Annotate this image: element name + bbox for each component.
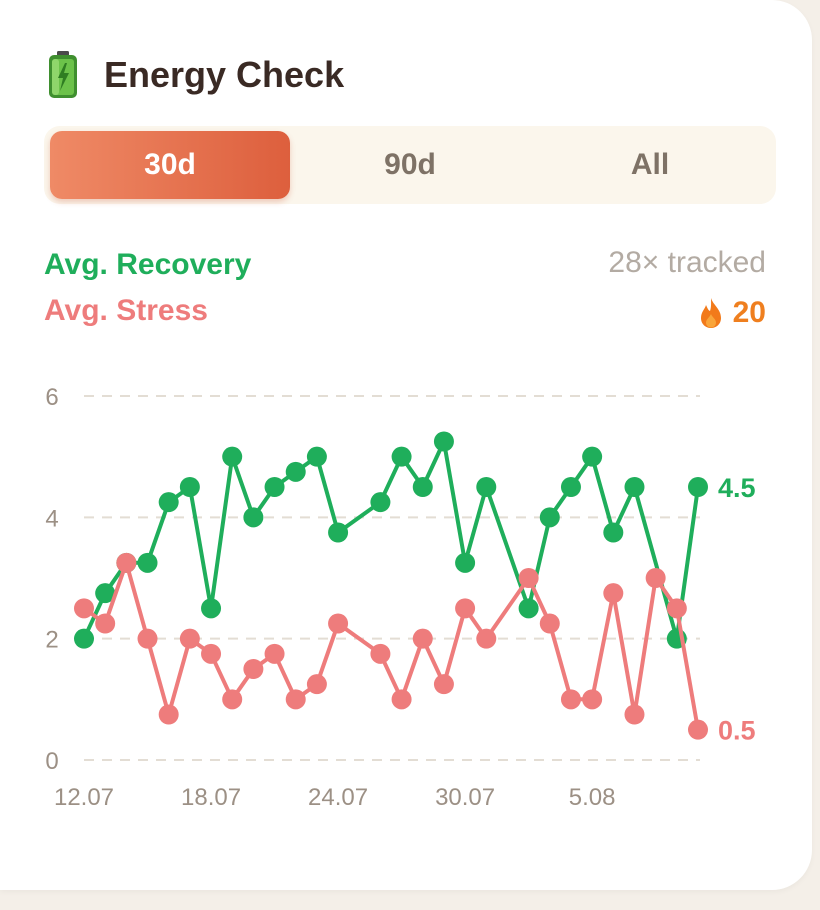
recovery-point (222, 446, 243, 467)
recovery-point (137, 552, 158, 573)
y-tick-label: 4 (45, 505, 58, 532)
stress-point (391, 689, 412, 710)
recovery-point (158, 492, 179, 513)
recovery-legend-label: Avg. Recovery (44, 248, 252, 281)
stress-point (179, 628, 200, 649)
stress-point (285, 689, 306, 710)
recovery-point (391, 446, 412, 467)
x-tick-label: 5.08 (569, 784, 616, 811)
x-tick-label: 30.07 (435, 784, 495, 811)
recovery-point (285, 461, 306, 482)
x-tick-label: 12.07 (54, 784, 114, 811)
stress-point (370, 643, 391, 664)
tab-all[interactable]: All (630, 148, 670, 181)
recovery-point (74, 628, 94, 649)
stress-point (476, 628, 497, 649)
stress-point (433, 674, 454, 695)
recovery-end-label: 4.5 (718, 473, 756, 503)
recovery-point (179, 477, 200, 497)
tracked-count: 28× tracked (608, 246, 766, 279)
battery-icon (48, 51, 78, 99)
stress-point (158, 704, 179, 725)
streak-value: 20 (732, 296, 766, 329)
recovery-point (582, 446, 603, 467)
recovery-line (82, 439, 700, 641)
stress-point (518, 568, 539, 588)
card-header: Energy Check (48, 50, 344, 100)
stress-point (666, 598, 687, 619)
card-title: Energy Check (104, 54, 345, 95)
recovery-point (476, 477, 497, 497)
recovery-point (455, 552, 476, 573)
stress-point (74, 598, 94, 619)
recovery-point (560, 477, 581, 497)
stress-point (582, 689, 603, 710)
x-tick-label: 24.07 (308, 784, 368, 811)
stress-point (603, 583, 624, 604)
stress-point (688, 719, 708, 740)
range-tabs: 30d 90d All (44, 126, 776, 204)
y-tick-label: 2 (45, 627, 58, 654)
stress-point (306, 674, 327, 695)
stress-point (624, 704, 645, 725)
recovery-point (518, 598, 539, 619)
recovery-point (624, 477, 645, 497)
recovery-point (201, 598, 222, 619)
tab-90d[interactable]: 90d (384, 148, 436, 181)
recovery-point (603, 522, 624, 543)
stress-point (412, 628, 433, 649)
recovery-point (370, 492, 391, 513)
stress-point (95, 613, 116, 634)
energy-check-card: Energy Check 30d 90d All Avg. Recovery A… (0, 0, 812, 890)
stress-point (201, 643, 222, 664)
recovery-point (433, 431, 454, 452)
streak-badge: 20 (699, 296, 766, 330)
recovery-point (264, 477, 285, 497)
stress-end-label: 0.5 (718, 716, 756, 746)
recovery-point (95, 583, 116, 604)
stress-legend-label: Avg. Stress (44, 294, 208, 327)
tab-30d[interactable]: 30d (50, 131, 290, 199)
y-tick-label: 0 (45, 748, 58, 775)
recovery-point (243, 507, 264, 528)
stress-point (328, 613, 349, 634)
stress-point (116, 552, 137, 573)
stress-point (539, 613, 560, 634)
recovery-point (306, 446, 327, 467)
recovery-point (328, 522, 349, 543)
recovery-point (412, 477, 433, 497)
recovery-point (539, 507, 560, 528)
stress-point (222, 689, 243, 710)
energy-line-chart: 0 2 4 6 12.07 18.07 24.07 30.07 5.08 4.5 0.5 (45, 384, 756, 811)
recovery-point (688, 477, 708, 497)
stress-point (243, 659, 264, 679)
x-tick-label: 18.07 (181, 784, 241, 811)
stress-point (560, 689, 581, 710)
stress-point (264, 643, 285, 664)
y-tick-label: 6 (45, 384, 58, 411)
stress-point (137, 628, 158, 649)
stress-point (455, 598, 476, 619)
flame-icon (700, 298, 721, 328)
stress-line (82, 560, 700, 732)
stress-point (645, 568, 666, 588)
